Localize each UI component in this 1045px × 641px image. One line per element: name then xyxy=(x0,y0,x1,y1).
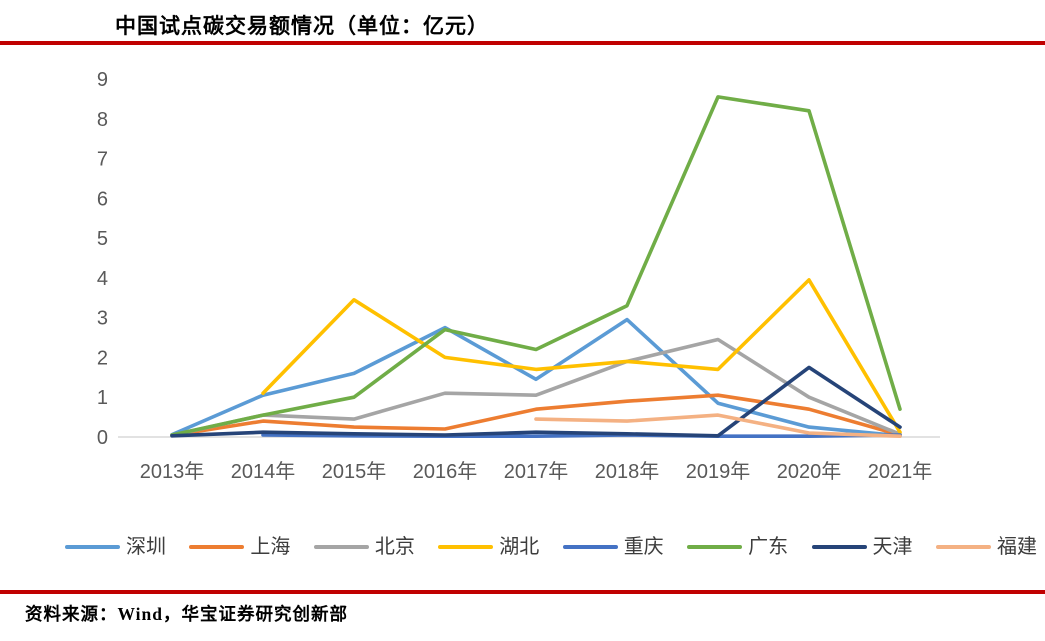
y-tick-label: 6 xyxy=(97,188,108,210)
y-tick-label: 9 xyxy=(97,69,108,91)
legend-label: 北京 xyxy=(374,536,415,558)
legend-item-广东: 广东 xyxy=(687,537,788,557)
series-line-天津 xyxy=(170,365,902,438)
legend-item-重庆: 重庆 xyxy=(562,536,664,558)
series-line-重庆 xyxy=(261,433,902,439)
legend-item-北京: 北京 xyxy=(313,536,415,558)
bottom-red-rule xyxy=(0,590,1045,594)
y-tick-label: 8 xyxy=(97,109,108,131)
legend-line-swatch-icon xyxy=(811,544,867,550)
y-tick-label: 1 xyxy=(97,387,108,409)
x-tick-label: 2016年 xyxy=(413,460,478,483)
legend-line-swatch-icon xyxy=(562,544,618,550)
legend-line-swatch-icon xyxy=(687,544,743,550)
legend-item-福建: 福建 xyxy=(935,536,1037,558)
legend-item-上海: 上海 xyxy=(189,537,290,557)
series-line-深圳 xyxy=(170,317,902,438)
legend-item-湖北: 湖北 xyxy=(438,537,539,557)
chart-legend: 深圳 上海 北京 湖北 重庆 广东 天津 福建 xyxy=(65,533,1037,561)
x-tick-label: 2019年 xyxy=(686,460,751,483)
data-source-note: 资料来源：Wind，华宝证券研究创新部 xyxy=(25,604,349,624)
y-tick-label: 5 xyxy=(97,228,108,250)
y-tick-label: 0 xyxy=(97,427,108,449)
chart-title: 中国试点碳交易额情况（单位：亿元） xyxy=(115,14,489,38)
legend-line-swatch-icon xyxy=(313,544,369,550)
series-line-广东 xyxy=(170,95,902,437)
carbon-trading-line-chart: 0 1 2 3 4 5 6 7 8 9 2013年 2014年 2015年 2016年 2017年 2018年… xyxy=(97,69,940,483)
x-tick-label: 2017年 xyxy=(504,460,569,483)
legend-item-深圳: 深圳 xyxy=(65,537,166,557)
legend-line-swatch-icon xyxy=(189,544,245,550)
legend-line-swatch-icon xyxy=(935,544,991,550)
y-tick-label: 2 xyxy=(97,347,108,369)
legend-label: 福建 xyxy=(996,536,1037,558)
series-line-福建 xyxy=(534,413,902,439)
series-line-湖北 xyxy=(261,278,902,435)
x-tick-label: 2020年 xyxy=(777,460,842,483)
legend-label: 深圳 xyxy=(126,536,166,558)
legend-item-天津: 天津 xyxy=(811,536,913,558)
x-tick-label: 2015年 xyxy=(322,460,387,483)
legend-label: 重庆 xyxy=(623,536,664,558)
series-line-上海 xyxy=(170,393,902,438)
legend-label: 天津 xyxy=(872,536,913,558)
legend-line-swatch-icon xyxy=(438,544,494,550)
series-line-北京 xyxy=(170,337,902,438)
y-tick-label: 3 xyxy=(97,308,108,330)
legend-label: 湖北 xyxy=(499,536,540,558)
x-tick-label: 2014年 xyxy=(231,460,296,483)
y-tick-label: 4 xyxy=(97,268,108,290)
y-tick-label: 7 xyxy=(97,149,108,171)
legend-line-swatch-icon xyxy=(65,544,120,550)
top-red-rule xyxy=(0,41,1045,45)
x-tick-label: 2013年 xyxy=(140,460,205,483)
legend-label: 上海 xyxy=(250,536,291,558)
legend-label: 广东 xyxy=(748,536,789,558)
x-tick-label: 2021年 xyxy=(868,460,933,483)
x-tick-label: 2018年 xyxy=(595,460,660,483)
